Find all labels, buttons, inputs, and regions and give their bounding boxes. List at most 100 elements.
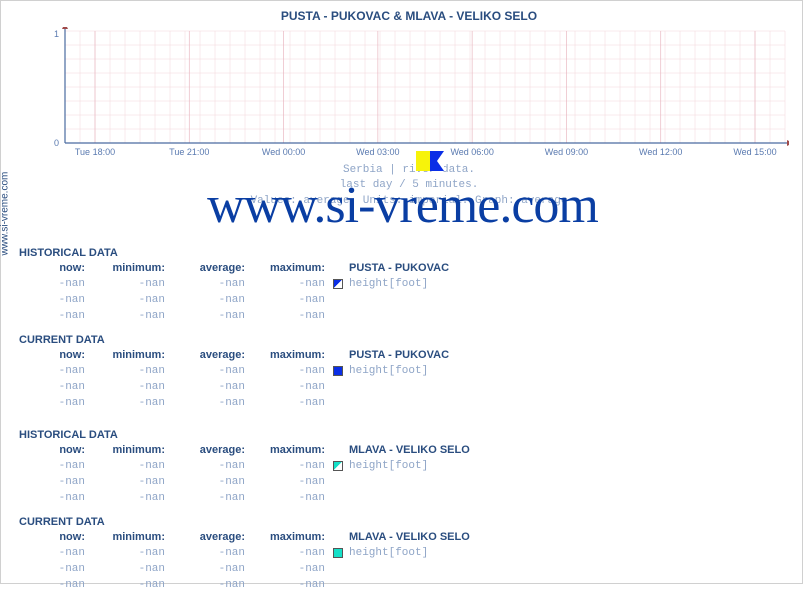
cell-avg: -nan [169,310,249,322]
cell-max: -nan [249,476,329,488]
col-series: PUSTA - PUKOVAC [347,262,789,274]
col-min: minimum: [89,531,169,543]
cell-max: -nan [249,310,329,322]
col-avg: average: [169,349,249,361]
table-row: -nan-nan-nan-nanheight[foot] [19,458,789,474]
col-now: now: [19,262,89,274]
cell-now: -nan [19,365,89,377]
svg-text:Wed 12:00: Wed 12:00 [639,147,682,157]
cell-now: -nan [19,460,89,472]
table-row: -nan-nan-nan-nan [19,577,789,593]
series-swatch-icon [333,461,343,471]
table-row: -nan-nan-nan-nan [19,395,789,411]
cell-avg: -nan [169,460,249,472]
cell-min: -nan [89,294,169,306]
cell-max: -nan [249,397,329,409]
svg-text:Wed 15:00: Wed 15:00 [733,147,776,157]
chart-plot: Tue 18:00Tue 21:00Wed 00:00Wed 03:00Wed … [29,27,789,157]
col-series: MLAVA - VELIKO SELO [347,531,789,543]
table-row: -nan-nan-nan-nanheight[foot] [19,545,789,561]
cell-now: -nan [19,492,89,504]
cell-min: -nan [89,563,169,575]
svg-text:Tue 21:00: Tue 21:00 [169,147,209,157]
section-header: CURRENT DATA [19,334,789,346]
cell-avg: -nan [169,381,249,393]
col-avg: average: [169,262,249,274]
col-now: now: [19,349,89,361]
cell-min: -nan [89,460,169,472]
cell-max: -nan [249,460,329,472]
cell-max: -nan [249,294,329,306]
svg-text:1: 1 [54,29,59,39]
chart-caption: Serbia | river data. last day / 5 minute… [29,163,789,209]
cell-min: -nan [89,278,169,290]
cell-min: -nan [89,476,169,488]
data-tables: HISTORICAL DATAnow:minimum:average:maxim… [19,237,789,593]
table-row: -nan-nan-nan-nan [19,292,789,308]
table-row: -nan-nan-nan-nanheight[foot] [19,276,789,292]
table-header-row: now:minimum:average:maximum: PUSTA - PUKO… [19,347,789,363]
cell-avg: -nan [169,492,249,504]
cell-avg: -nan [169,365,249,377]
side-website-label: www.si-vreme.com [0,172,11,256]
cell-min: -nan [89,381,169,393]
cell-max: -nan [249,579,329,591]
cell-max: -nan [249,492,329,504]
table-header-row: now:minimum:average:maximum:MLAVA - VELI… [19,442,789,458]
cell-avg: -nan [169,397,249,409]
cell-now: -nan [19,476,89,488]
svg-text:Wed 06:00: Wed 06:00 [450,147,493,157]
table-row: -nan-nan-nan-nan [19,379,789,395]
col-max: maximum: [249,444,329,456]
series-swatch-icon [333,279,343,289]
cell-label: height[foot] [347,547,789,559]
cell-avg: -nan [169,294,249,306]
legend-marker [416,151,444,171]
table-header-row: now:minimum:average:maximum: MLAVA - VELI… [19,529,789,545]
col-max: maximum: [249,531,329,543]
chart-container: PUSTA - PUKOVAC & MLAVA - VELIKO SELO Tu… [29,9,789,179]
cell-max: -nan [249,547,329,559]
col-avg: average: [169,531,249,543]
cell-now: -nan [19,278,89,290]
table-header-row: now:minimum:average:maximum:PUSTA - PUKO… [19,260,789,276]
cell-avg: -nan [169,579,249,591]
cell-min: -nan [89,547,169,559]
cell-min: -nan [89,579,169,591]
chart-title: PUSTA - PUKOVAC & MLAVA - VELIKO SELO [29,9,789,23]
table-row: -nan-nan-nan-nan [19,474,789,490]
cell-avg: -nan [169,278,249,290]
legend-left [416,151,430,171]
cell-now: -nan [19,547,89,559]
table-row: -nan-nan-nan-nan [19,561,789,577]
cell-now: -nan [19,579,89,591]
cell-max: -nan [249,278,329,290]
col-series: MLAVA - VELIKO SELO [347,444,789,456]
cell-avg: -nan [169,563,249,575]
svg-text:Wed 09:00: Wed 09:00 [545,147,588,157]
cell-now: -nan [19,563,89,575]
cell-avg: -nan [169,547,249,559]
cell-now: -nan [19,310,89,322]
cell-now: -nan [19,397,89,409]
col-avg: average: [169,444,249,456]
col-max: maximum: [249,349,329,361]
cell-max: -nan [249,365,329,377]
col-min: minimum: [89,444,169,456]
cell-max: -nan [249,381,329,393]
cell-max: -nan [249,563,329,575]
series-swatch-icon [333,548,343,558]
col-min: minimum: [89,349,169,361]
caption-line-2: last day / 5 minutes. [29,178,789,193]
col-min: minimum: [89,262,169,274]
caption-line-3: Values: average. Units: imperial. Graph:… [29,194,789,209]
table-row: -nan-nan-nan-nanheight[foot] [19,363,789,379]
svg-text:Tue 18:00: Tue 18:00 [75,147,115,157]
section-header: HISTORICAL DATA [19,247,789,259]
cell-swatch [329,279,347,289]
col-series: PUSTA - PUKOVAC [347,349,789,361]
col-now: now: [19,531,89,543]
table-row: -nan-nan-nan-nan [19,490,789,506]
cell-swatch [329,366,347,376]
table-row: -nan-nan-nan-nan [19,308,789,324]
